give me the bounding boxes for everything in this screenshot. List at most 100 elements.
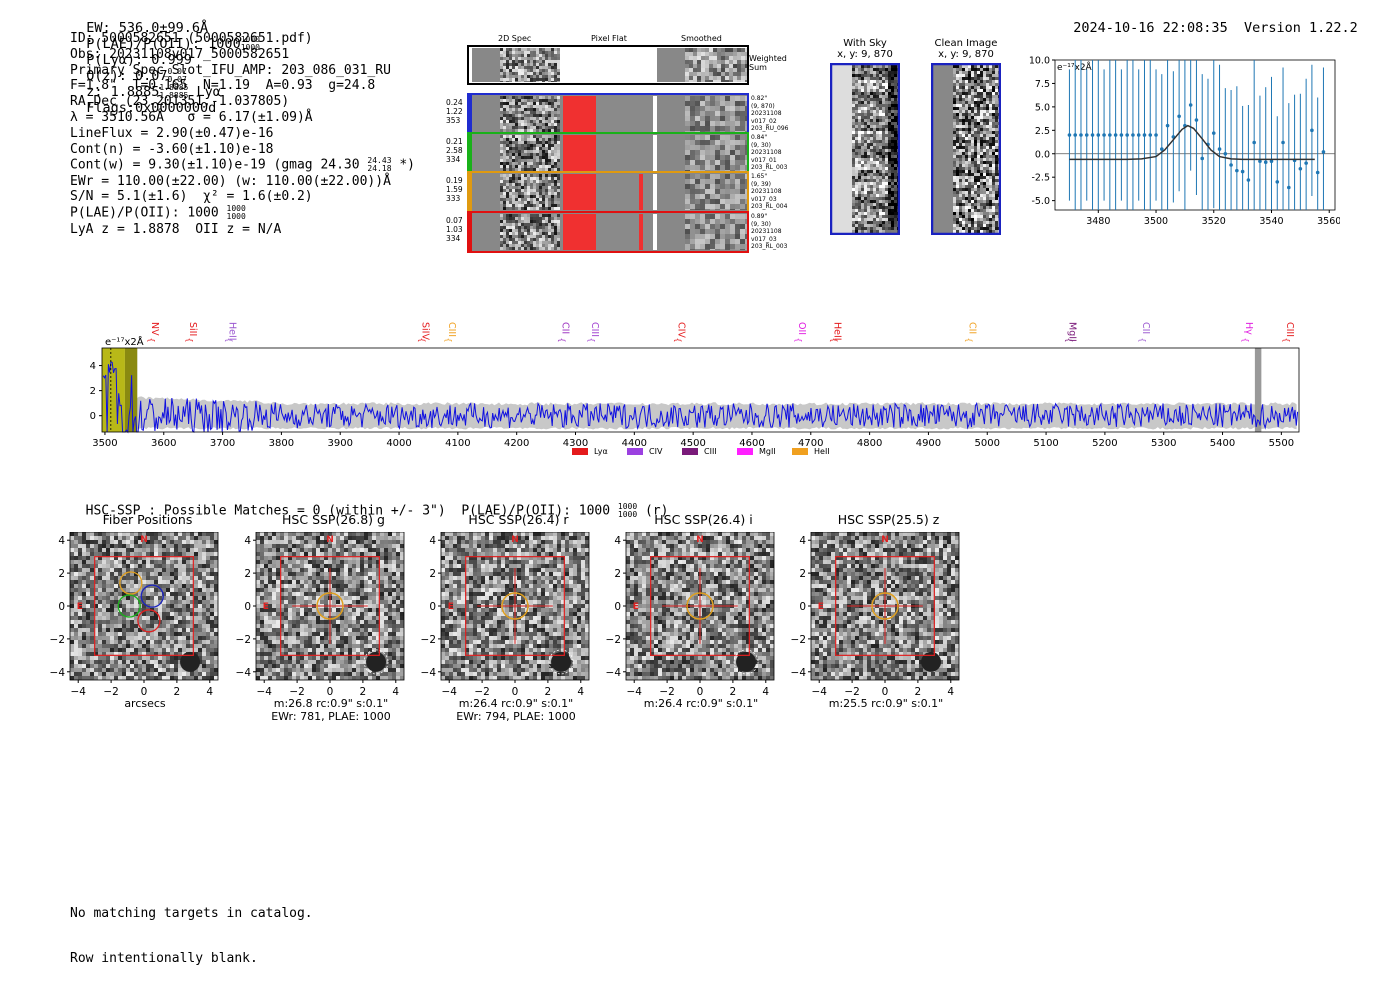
emission-line-bracket: { [1282, 337, 1291, 342]
legend-swatch [737, 448, 753, 455]
hsc-panel-title: HSC SSP(26.4) i [606, 512, 781, 527]
y-tick-label: 0 [799, 601, 806, 613]
legend-label: MgII [759, 447, 776, 456]
y-tick-label: −4 [791, 667, 806, 679]
emission-line-bracket: { [673, 337, 682, 342]
emission-line-bracket: { [829, 337, 838, 342]
emission-line-label: OII [796, 322, 807, 335]
hsc-panel-caption: m:26.8 rc:0.9" s:0.1"EWr: 781, PLAE: 100… [256, 697, 406, 723]
y-tick-label: -2.5 [1031, 173, 1050, 184]
emission-line-label: CIII [446, 322, 457, 337]
north-label: N [140, 535, 148, 545]
north-label: N [326, 535, 334, 545]
data-point [1131, 133, 1135, 137]
data-point [1224, 152, 1228, 156]
footer-line2: Row intentionally blank. [70, 951, 313, 966]
x-tick-label: 4300 [563, 438, 588, 449]
legend-label: CIII [704, 447, 717, 456]
cutout-row [468, 94, 748, 134]
legend-swatch [682, 448, 698, 455]
east-label: E [448, 602, 454, 612]
data-point [1229, 163, 1233, 167]
info-contw: Cont(w) = 9.30(±1.10)e-19 (gmag 24.30 24… [70, 157, 415, 173]
y-tick-label: -5.0 [1031, 196, 1050, 207]
data-point [1073, 133, 1077, 137]
y-tick-label: 4 [244, 535, 251, 547]
emission-line-bracket: { [558, 337, 567, 342]
emission-line-bracket: { [1065, 337, 1074, 342]
north-label: N [881, 535, 889, 545]
x-tick-label: 4200 [504, 438, 529, 449]
y-tick-label: 2 [58, 568, 65, 580]
emission-line-bracket: { [587, 337, 596, 342]
data-point [1091, 133, 1095, 137]
y-tick-label: 0 [614, 601, 621, 613]
x-tick-label: 4500 [680, 438, 705, 449]
data-point [1281, 141, 1285, 145]
x-tick-label: 5200 [1092, 438, 1117, 449]
data-point [1143, 133, 1147, 137]
weighted-sum-row [468, 46, 748, 84]
x-tick-label: 5500 [1269, 438, 1294, 449]
data-point [1114, 133, 1118, 137]
y-tick-label: 2.5 [1035, 126, 1050, 137]
info-primary: Primary Spec_Slot_IFU_AMP: 203_086_031_R… [70, 63, 415, 79]
data-point [1079, 133, 1083, 137]
emission-line-bracket: { [225, 337, 234, 342]
hsc-panel-caption: m:26.4 rc:0.9" s:0.1"EWr: 794, PLAE: 100… [441, 697, 591, 723]
y-tick-label: −2 [236, 634, 251, 646]
data-point [1108, 133, 1112, 137]
x-tick-label: 4800 [857, 438, 882, 449]
emission-line-label: CII [967, 322, 978, 334]
data-point [1096, 133, 1100, 137]
data-point [1177, 114, 1181, 118]
data-point [1085, 133, 1089, 137]
emission-line-label: CIV [675, 322, 686, 338]
data-point [1241, 170, 1245, 174]
x-tick-label: 3500 [1144, 216, 1168, 227]
legend-label: Lyα [594, 447, 608, 456]
data-point [1218, 147, 1222, 151]
info-contn: Cont(n) = -3.60(±1.10)e-18 [70, 142, 415, 158]
clean-image [931, 63, 1001, 235]
emission-line-bracket: { [185, 337, 194, 342]
timestamp: 2024-10-16 22:08:35 Version 1.22.2 [1057, 4, 1358, 36]
emission-line-label: NV [149, 322, 160, 336]
emission-line-label: SiII [187, 322, 198, 336]
info-lya: LyA z = 1.8878 OII z = N/A [70, 222, 415, 238]
data-point [1120, 133, 1124, 137]
y-tick-label: −2 [606, 634, 621, 646]
cutout-row [468, 212, 748, 252]
x-tick-label: 3520 [1202, 216, 1226, 227]
y-tick-label: −4 [421, 667, 436, 679]
y-tick-label: −2 [421, 634, 436, 646]
y-tick-label: 2 [429, 568, 436, 580]
emission-line-bracket: { [1241, 337, 1250, 342]
y-tick-label: 5.0 [1035, 102, 1050, 113]
weighted-sum-label: Weighted Sum [749, 54, 795, 72]
data-point [1252, 141, 1256, 145]
x-tick-label: 3900 [327, 438, 352, 449]
y-tick-label: 4 [429, 535, 436, 547]
hsc-panel-caption: m:26.4 rc:0.9" s:0.1" [626, 697, 776, 710]
data-point [1200, 157, 1204, 161]
unit-label: e⁻¹⁷x2Å [105, 335, 144, 348]
emission-line-bracket: { [1138, 337, 1147, 342]
data-point [1247, 178, 1251, 182]
emission-line-label: CIII [589, 322, 600, 337]
info-block: ID: 5000582651 (5000582651.pdf) Obs: 202… [70, 31, 415, 237]
